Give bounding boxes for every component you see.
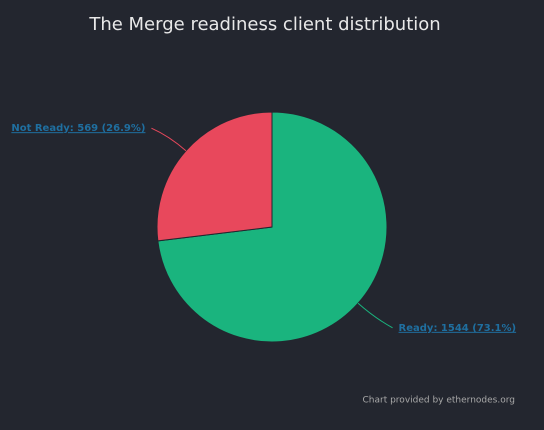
leader-line [151,127,187,152]
data-label: Not Ready: 569 (26.9%) [11,123,145,134]
data-label: Ready: 1544 (73.1%) [399,323,517,334]
chart-title: The Merge readiness client distribution [88,14,440,35]
leader-line [357,302,393,329]
credit[interactable]: Chart provided by ethernodes.org [363,396,516,406]
